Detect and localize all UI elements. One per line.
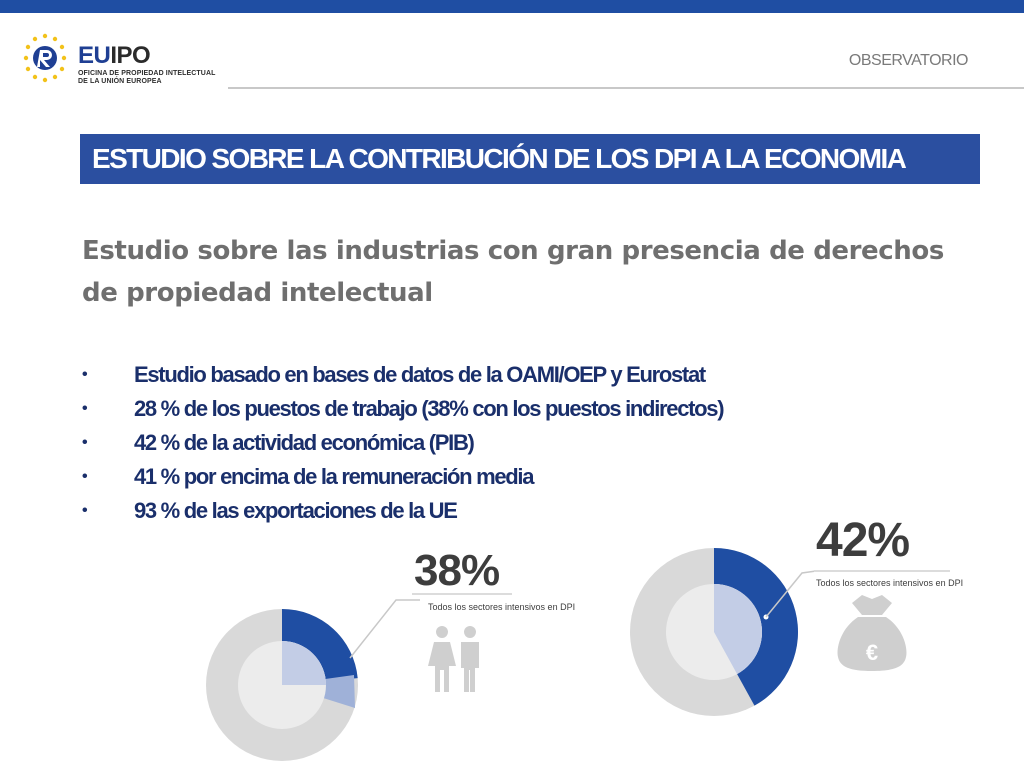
employment-donut-chart xyxy=(206,593,512,761)
callout-line xyxy=(349,599,420,659)
bullet-text: 93 % de las exportaciones de la UE xyxy=(134,498,458,523)
donut-share-arc xyxy=(714,548,798,706)
bullet-dot-icon: • xyxy=(82,434,88,451)
bullet-text: 41 % por encima de la remuneración media xyxy=(134,464,534,489)
euro-symbol: € xyxy=(866,640,878,665)
bullet-dot-icon: • xyxy=(82,502,88,519)
bullet-text: 42 % de la actividad económica (PIB) xyxy=(134,430,475,455)
bullet-dot-icon: • xyxy=(82,400,88,417)
bullet-dot-icon: • xyxy=(82,468,88,485)
header-divider xyxy=(228,87,1024,89)
slide-title: ESTUDIO SOBRE LA CONTRIBUCIÓN DE LOS DPI… xyxy=(92,143,907,174)
callout-line xyxy=(765,570,817,618)
logo-wordmark: EUIPO xyxy=(78,42,151,69)
donut-inner-share xyxy=(714,584,762,675)
gdp-donut-chart: € xyxy=(630,548,950,716)
employment-percent: 38% xyxy=(414,546,500,595)
people-icon xyxy=(428,626,479,692)
logo-subtitle-line1: OFICINA DE PROPIEDAD INTELECTUAL xyxy=(78,70,216,77)
logo-wordmark-ipo: IPO xyxy=(110,42,151,69)
euipo-logo[interactable]: EUIPO OFICINA DE PROPIEDAD INTELECTUAL D… xyxy=(22,32,222,88)
employment-caption: Todos los sectores intensivos en DPI xyxy=(428,602,576,612)
bullet-text: Estudio basado en bases de datos de la O… xyxy=(134,362,706,387)
eu-stars-logo-icon xyxy=(23,33,67,83)
section-label: OBSERVATORIO xyxy=(848,52,969,69)
bullet-text: 28 % de los puestos de trabajo (38% con … xyxy=(134,396,725,421)
slide-subtitle: Estudio sobre las industrias con gran pr… xyxy=(82,236,944,308)
gdp-caption: Todos los sectores intensivos en DPI xyxy=(816,578,964,588)
gdp-percent: 42% xyxy=(816,514,910,567)
donut-inner-share xyxy=(282,641,326,685)
donut-share-arc xyxy=(282,609,358,682)
title-banner: ESTUDIO SOBRE LA CONTRIBUCIÓN DE LOS DPI… xyxy=(80,134,980,184)
employment-figure: 38% Todos los sectores intensivos en DPI xyxy=(200,540,600,768)
logo-subtitle-line2: DE LA UNIÓN EUROPEA xyxy=(78,78,162,85)
logo-subtitle: OFICINA DE PROPIEDAD INTELECTUAL DE LA U… xyxy=(78,70,216,86)
euro-money-bag-icon: € xyxy=(837,595,907,671)
top-accent-bar xyxy=(0,0,1024,13)
bullet-dot-icon: • xyxy=(82,366,88,383)
logo-wordmark-eu: EU xyxy=(78,42,111,69)
gdp-figure: € 42% Todos los sectores intensivos en D… xyxy=(620,505,1024,768)
